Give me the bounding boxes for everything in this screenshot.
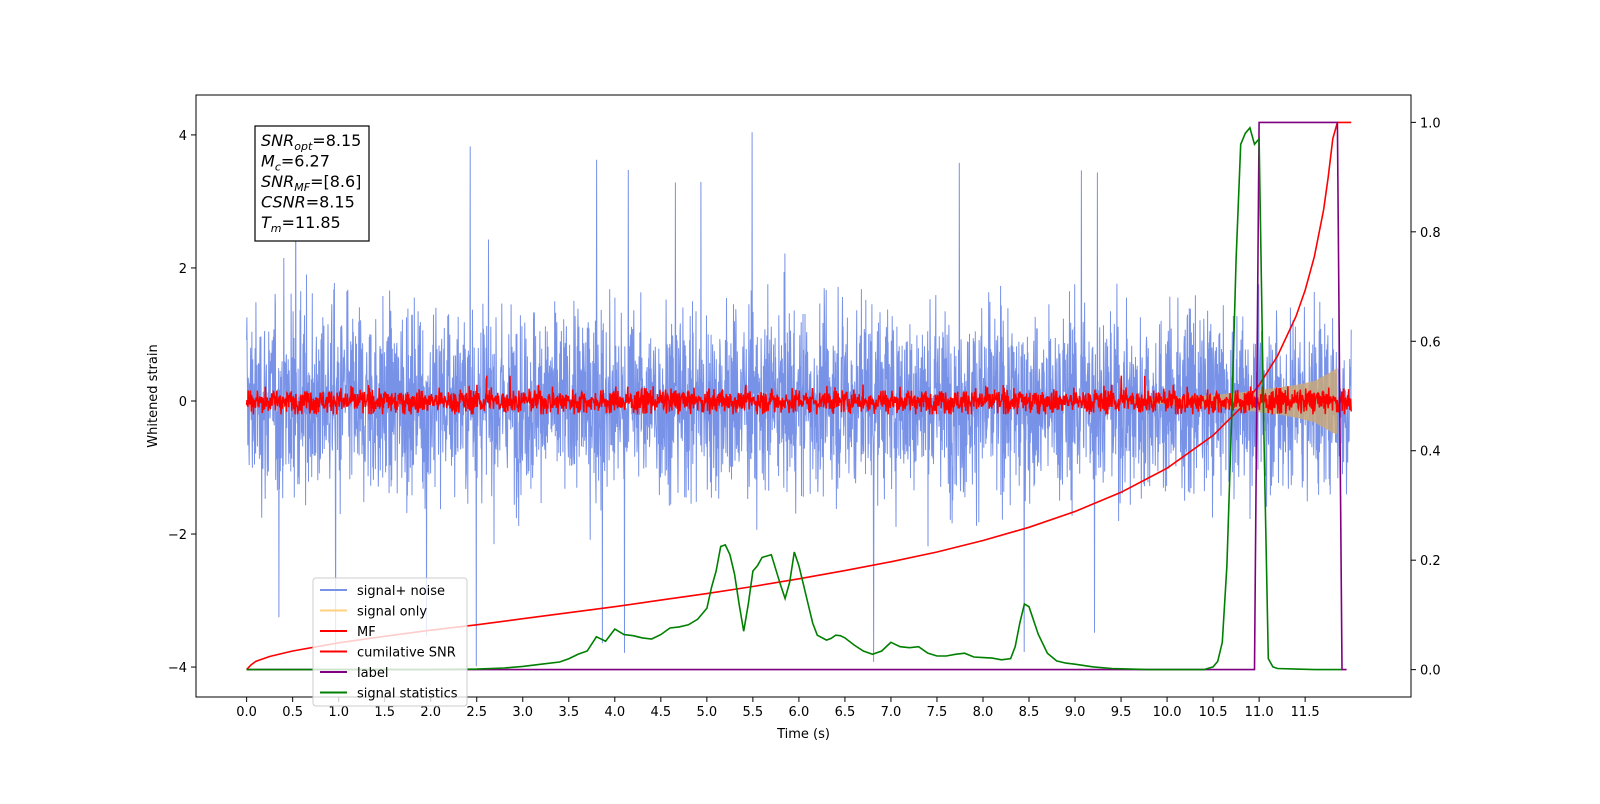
x-tick-label: 7.0 [881,705,902,720]
stats-annotation-box: SNRopt=8.15Mc=6.27SNRMF=[8.6]CSNR=8.15Tm… [254,125,370,242]
x-tick-label: 9.0 [1065,705,1086,720]
y-tick-label: −2 [168,528,187,543]
x-tick-label: 3.0 [512,705,533,720]
x-tick-label: 5.5 [743,705,764,720]
legend-label: label [357,666,388,681]
plot-frame [195,94,1412,698]
annotation-line: Mc=6.27 [261,152,330,174]
x-tick-label: 0.5 [282,705,303,720]
legend: signal+ noise signal only MF cumilative SNR… [312,577,468,707]
x-axis-label: Time (s) [776,727,830,742]
y2-tick-label: 0.0 [1420,664,1441,679]
legend-label: signal only [357,605,427,620]
legend-label: signal+ noise [357,584,445,599]
x-tick-label: 4.0 [604,705,625,720]
x-tick-label: 8.0 [973,705,994,720]
series-label [246,121,1347,671]
x-tick-label: 1.5 [374,705,395,720]
series-signal-statistics [246,126,1342,671]
legend-frame [312,577,468,707]
x-axis: 0.0 0.5 1.0 1.5 2.0 2.5 3.0 3.5 4.0 4.5 5.0 5.5 6.0 6… [236,697,1320,720]
x-tick-label: 11.5 [1291,705,1320,720]
annotation-line: SNRMF=[8.6] [261,172,361,194]
x-tick-label: 2.5 [466,705,487,720]
y2-tick-label: 1.0 [1420,116,1441,131]
x-tick-label: 6.0 [789,705,810,720]
y-axis-left: 4 2 0 −2 −4 [168,129,196,676]
y-axis-label: Whitened strain [146,344,161,447]
x-tick-label: 10.0 [1153,705,1182,720]
legend-label: MF [357,625,376,640]
annotation-line: SNRopt=8.15 [261,131,361,153]
x-tick-label: 3.5 [558,705,579,720]
x-tick-label: 2.0 [420,705,441,720]
annotation-frame [254,125,370,242]
x-tick-label: 9.5 [1111,705,1132,720]
x-tick-label: 5.0 [697,705,718,720]
series-mf [245,375,1352,415]
annotation-line: Tm=11.85 [261,213,341,235]
y2-tick-label: 0.8 [1420,226,1441,241]
x-tick-label: 7.5 [927,705,948,720]
y-tick-label: 4 [179,129,187,144]
x-tick-label: 10.5 [1199,705,1228,720]
y-tick-label: 2 [179,262,187,277]
y-axis-right: 1.0 0.8 0.6 0.4 0.2 0.0 [1411,116,1441,679]
x-tick-label: 6.5 [835,705,856,720]
x-tick-label: 4.5 [650,705,671,720]
legend-label: cumilative SNR [357,646,456,661]
x-tick-label: 1.0 [328,705,349,720]
x-tick-label: 11.0 [1245,705,1274,720]
x-tick-label: 0.0 [236,705,257,720]
x-tick-label: 8.5 [1019,705,1040,720]
y-tick-label: −4 [168,661,187,676]
y2-tick-label: 0.4 [1420,445,1441,460]
y2-tick-label: 0.6 [1420,335,1441,350]
y2-tick-label: 0.2 [1420,554,1441,569]
legend-label: signal statistics [357,687,458,702]
annotation-line: CSNR=8.15 [261,193,355,212]
y-tick-label: 0 [179,395,187,410]
